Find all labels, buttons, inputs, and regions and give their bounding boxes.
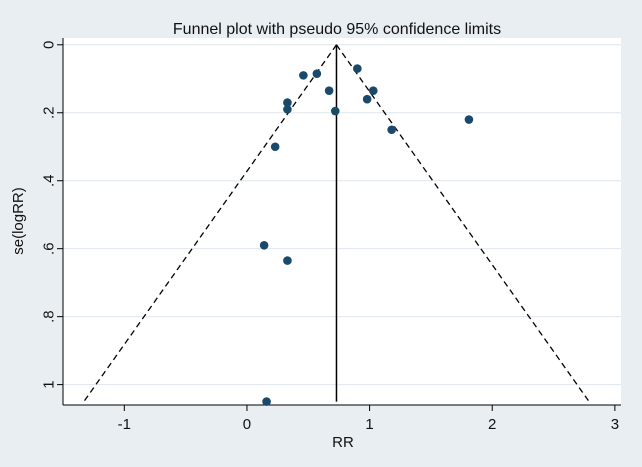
y-tick-label-1: .2 [41,107,58,120]
funnel-limit-right [335,44,590,402]
x-tick-label-1: 0 [243,416,251,433]
data-points [259,64,474,406]
data-point-1 [312,69,322,78]
chart-title: Funnel plot with pseudo 95% confidence l… [173,21,501,38]
grid-lines [63,44,621,386]
x-tick-label-0: -1 [118,416,131,433]
data-point-14 [262,397,271,406]
y-tick-label-2: .4 [41,174,58,187]
data-point-2 [353,64,362,73]
tick-labels: -1 0 1 2 3 0 .2 .4 .6 .8 1 [41,41,620,433]
funnel-limit-left [83,44,338,402]
data-point-0 [299,71,308,80]
data-point-6 [283,98,292,107]
y-tick-label-0: 0 [41,41,58,49]
plot-area [63,38,621,405]
x-axis-title: RR [332,434,354,451]
y-tick-label-4: .8 [41,310,58,323]
data-point-11 [270,142,280,152]
data-point-3 [324,86,334,95]
data-point-13 [283,256,292,265]
data-point-5 [362,94,372,104]
data-point-4 [368,86,378,95]
y-tick-label-5: 1 [41,380,58,388]
data-point-12 [259,240,269,250]
data-point-8 [330,106,340,116]
axes [57,38,621,411]
y-tick-label-3: .6 [41,242,58,255]
data-point-7 [283,105,292,114]
data-point-9 [387,125,396,135]
x-tick-label-3: 2 [488,416,496,433]
x-tick-label-4: 3 [611,416,619,433]
y-axis-title: se(logRR) [10,187,27,255]
data-point-10 [464,115,474,124]
x-tick-label-2: 1 [365,416,373,433]
funnel-lines [83,44,590,402]
